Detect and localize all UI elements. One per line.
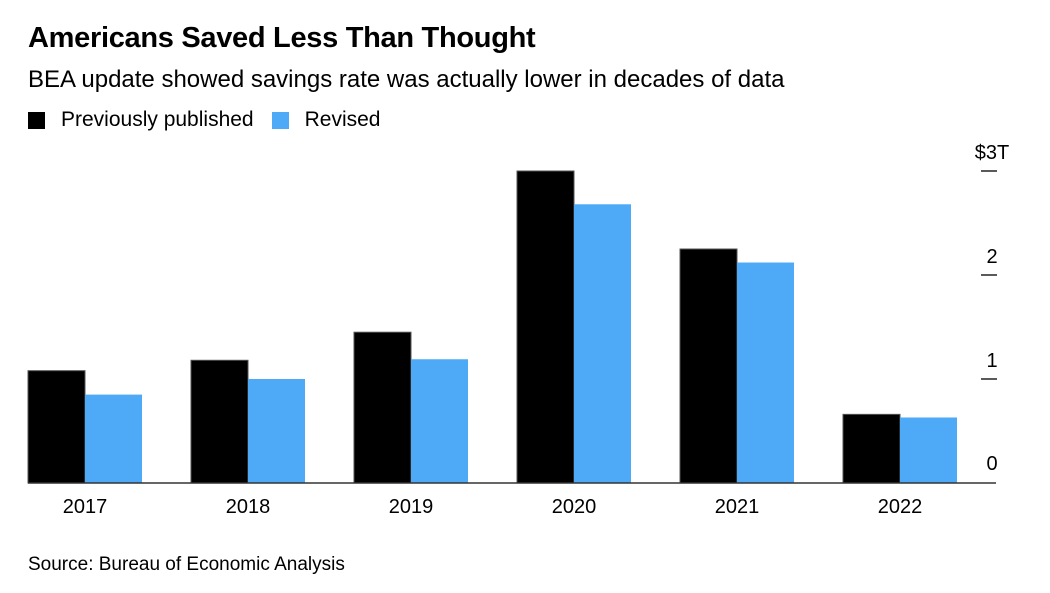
bar-revised-2020 [574, 204, 631, 483]
y-tick-label-3: $3T [975, 142, 1009, 164]
x-axis: 2017 2018 2019 2020 2021 2022 [28, 482, 996, 518]
bar-previously-published-2022 [842, 413, 901, 484]
y-tick-label-2: 2 [986, 246, 997, 268]
bars-group [27, 170, 957, 484]
y-axis: 0 1 2 $3T [975, 142, 1009, 475]
x-tick-label-2018: 2018 [226, 496, 271, 518]
bar-previously-published-2019 [353, 331, 412, 484]
legend-label-revised: Revised [304, 108, 381, 131]
bar-previously-published-2018 [190, 359, 249, 484]
bar-revised-2019 [411, 359, 468, 483]
legend: Previously published Revised [28, 108, 398, 132]
y-tick-label-1: 1 [986, 350, 997, 372]
bar-previously-published-2017 [27, 370, 86, 484]
bar-revised-2017 [85, 394, 142, 483]
x-tick-label-2019: 2019 [389, 496, 434, 518]
x-tick-label-2020: 2020 [552, 496, 597, 518]
bar-revised-2022 [900, 417, 957, 483]
bar-revised-2018 [248, 379, 305, 483]
x-tick-label-2021: 2021 [715, 496, 760, 518]
x-tick-label-2022: 2022 [878, 496, 923, 518]
bar-revised-2021 [737, 262, 794, 483]
bar-previously-published-2020 [516, 170, 575, 484]
legend-swatch-previously-published [28, 111, 45, 129]
chart-subtitle: BEA update showed savings rate was actua… [28, 66, 785, 93]
x-tick-label-2017: 2017 [63, 496, 108, 518]
chart-title: Americans Saved Less Than Thought [28, 22, 536, 54]
source-note: Source: Bureau of Economic Analysis [28, 554, 345, 575]
legend-item-revised: Revised [271, 108, 381, 132]
legend-label-previously-published: Previously published [61, 108, 254, 131]
bar-previously-published-2021 [679, 248, 738, 484]
y-tick-label-0: 0 [986, 453, 997, 475]
legend-item-previously-published: Previously published [28, 108, 254, 132]
legend-swatch-revised [271, 111, 289, 129]
